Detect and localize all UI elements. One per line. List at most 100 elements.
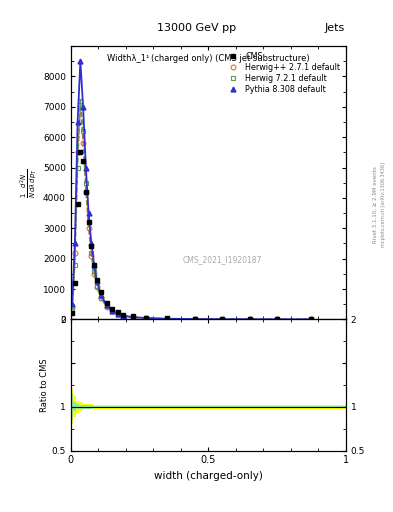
Pythia 8.308 default [104,302,109,308]
Herwig 7.2.1 default [72,262,77,268]
Herwig++ 2.7.1 default [247,316,252,323]
CMS [110,306,114,312]
Herwig++ 2.7.1 default [70,304,75,310]
Y-axis label: $\frac{1}{N}\frac{d^2N}{d\lambda\,dp_T}$: $\frac{1}{N}\frac{d^2N}{d\lambda\,dp_T}$ [18,168,39,198]
CMS [92,262,97,268]
Herwig++ 2.7.1 default [165,316,169,322]
Pythia 8.308 default [89,241,94,247]
CMS [99,289,103,295]
Herwig 7.2.1 default [89,249,94,255]
Pythia 8.308 default [72,241,77,247]
Pythia 8.308 default [220,316,224,322]
Y-axis label: Ratio to CMS: Ratio to CMS [40,358,49,412]
Pythia 8.308 default [110,308,114,314]
Herwig 7.2.1 default [83,180,88,186]
Pythia 8.308 default [75,119,80,125]
Pythia 8.308 default [275,316,279,323]
Legend: CMS, Herwig++ 2.7.1 default, Herwig 7.2.1 default, Pythia 8.308 default: CMS, Herwig++ 2.7.1 default, Herwig 7.2.… [223,50,342,95]
CMS [247,316,252,322]
Pythia 8.308 default [309,316,314,323]
Line: Herwig 7.2.1 default: Herwig 7.2.1 default [70,98,314,322]
CMS [165,315,169,322]
Herwig++ 2.7.1 default [99,295,103,301]
Pythia 8.308 default [94,279,99,285]
Herwig++ 2.7.1 default [94,285,99,291]
Herwig++ 2.7.1 default [81,140,86,146]
Herwig 7.2.1 default [220,316,224,322]
Herwig 7.2.1 default [92,268,97,274]
Herwig++ 2.7.1 default [309,316,314,323]
CMS [275,316,279,323]
CMS [104,300,109,306]
Herwig++ 2.7.1 default [220,316,224,322]
Herwig++ 2.7.1 default [104,304,109,310]
Herwig++ 2.7.1 default [121,313,125,319]
CMS [309,316,314,323]
Herwig 7.2.1 default [104,303,109,309]
Text: CMS_2021_I1920187: CMS_2021_I1920187 [182,255,262,264]
Pythia 8.308 default [83,164,88,170]
CMS [192,316,197,322]
Herwig++ 2.7.1 default [130,314,135,321]
Herwig 7.2.1 default [99,294,103,301]
CMS [121,311,125,317]
Herwig++ 2.7.1 default [72,249,77,255]
Text: mcplots.cern.ch [arXiv:1306.3436]: mcplots.cern.ch [arXiv:1306.3436] [381,162,386,247]
Text: Jets: Jets [325,23,345,33]
Pythia 8.308 default [92,262,97,268]
Herwig++ 2.7.1 default [115,311,120,317]
CMS [94,277,99,283]
Line: Pythia 8.308 default: Pythia 8.308 default [70,59,314,322]
Pythia 8.308 default [247,316,252,323]
Herwig 7.2.1 default [70,307,75,313]
Herwig++ 2.7.1 default [83,189,88,195]
Line: Herwig++ 2.7.1 default: Herwig++ 2.7.1 default [70,104,314,322]
CMS [75,201,80,207]
Herwig 7.2.1 default [81,128,86,134]
Herwig 7.2.1 default [110,308,114,314]
Herwig 7.2.1 default [130,314,135,321]
Herwig 7.2.1 default [75,164,80,170]
Herwig 7.2.1 default [165,316,169,322]
Line: CMS: CMS [70,151,314,322]
Herwig 7.2.1 default [115,311,120,317]
Pythia 8.308 default [99,292,103,298]
CMS [130,313,135,319]
CMS [86,219,91,225]
CMS [220,316,224,322]
Herwig++ 2.7.1 default [75,150,80,156]
Herwig++ 2.7.1 default [192,316,197,322]
Pythia 8.308 default [70,301,75,307]
Pythia 8.308 default [121,312,125,318]
Herwig 7.2.1 default [94,283,99,289]
Herwig 7.2.1 default [247,316,252,323]
Herwig++ 2.7.1 default [89,252,94,259]
CMS [83,189,88,195]
Herwig++ 2.7.1 default [86,225,91,231]
CMS [89,243,94,249]
Pythia 8.308 default [115,311,120,317]
Pythia 8.308 default [144,315,149,321]
Pythia 8.308 default [78,58,83,65]
CMS [144,314,149,321]
Herwig++ 2.7.1 default [110,308,114,314]
Herwig++ 2.7.1 default [275,316,279,323]
Pythia 8.308 default [165,315,169,322]
Herwig++ 2.7.1 default [92,271,97,277]
CMS [81,158,86,164]
Herwig++ 2.7.1 default [144,315,149,321]
CMS [72,280,77,286]
Herwig 7.2.1 default [275,316,279,323]
Pythia 8.308 default [130,314,135,320]
CMS [70,310,75,316]
Text: Rivet 3.1.10, ≥ 2.9M events: Rivet 3.1.10, ≥ 2.9M events [373,166,378,243]
Herwig 7.2.1 default [309,316,314,323]
CMS [115,309,120,315]
Text: 13000 GeV pp: 13000 GeV pp [157,23,236,33]
Pythia 8.308 default [86,210,91,216]
Herwig 7.2.1 default [144,315,149,321]
Herwig 7.2.1 default [78,98,83,104]
CMS [78,150,83,156]
Text: Widthλ_1¹ (charged only) (CMS jet substructure): Widthλ_1¹ (charged only) (CMS jet substr… [107,54,310,63]
Herwig 7.2.1 default [86,219,91,225]
